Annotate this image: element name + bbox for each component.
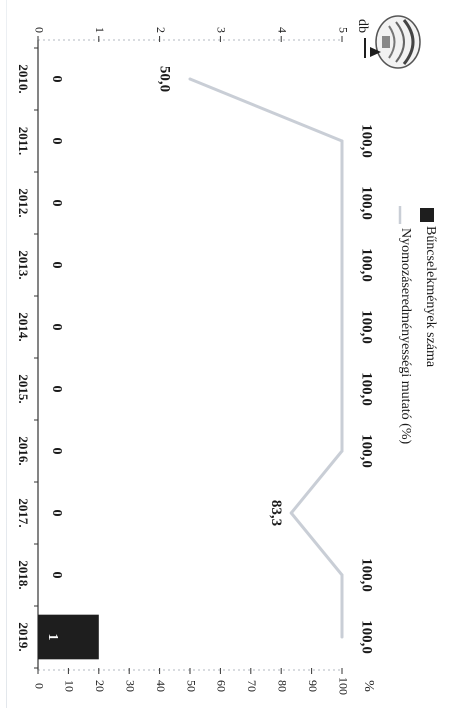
db-tick-label: 3 bbox=[215, 27, 229, 33]
bar-data-label: 0 bbox=[49, 510, 64, 517]
data-labels-group: 0 0 0 0 0 0 0 0 0 1 50,0 100,0 100,0 100,0 100,0 100,0 1… bbox=[45, 66, 375, 654]
bar-data-label: 0 bbox=[49, 76, 64, 83]
percent-tick-label: 40 bbox=[154, 680, 168, 692]
legend-line-label: Nyomozáseredményességi mutató (%) bbox=[398, 228, 413, 444]
line-point bbox=[340, 449, 344, 453]
percent-tick-label: 30 bbox=[123, 680, 137, 692]
db-tick-label: 4 bbox=[275, 27, 289, 33]
line-series-group bbox=[188, 77, 344, 639]
line-point bbox=[340, 387, 344, 391]
line-point bbox=[340, 139, 344, 143]
percent-tick-label: 50 bbox=[184, 680, 198, 692]
line-data-label: 100,0 bbox=[359, 620, 375, 654]
legend: Bűncselekmények száma Nyomozáseredményes… bbox=[398, 206, 438, 444]
line-series-path bbox=[189, 77, 344, 637]
percent-tick-label: 60 bbox=[215, 680, 229, 692]
bar bbox=[38, 614, 99, 660]
bar-data-label: 0 bbox=[49, 448, 64, 455]
line-data-label: 100,0 bbox=[359, 124, 375, 158]
db-tick-label: 0 bbox=[32, 27, 46, 33]
bar-data-label: 0 bbox=[49, 138, 64, 145]
bar-data-label: 0 bbox=[49, 262, 64, 269]
percent-tick-label: 90 bbox=[306, 680, 320, 692]
line-data-label: 50,0 bbox=[157, 66, 173, 92]
bars-group bbox=[38, 614, 99, 660]
category-tick-label: 2010. bbox=[16, 64, 31, 93]
percent-tick-label: 80 bbox=[275, 680, 289, 692]
legend-bar-swatch bbox=[420, 208, 434, 222]
category-tick-label: 2019. bbox=[16, 622, 31, 651]
category-tick-label: 2015. bbox=[16, 374, 31, 403]
line-data-label: 100,0 bbox=[359, 558, 375, 592]
percent-tick-label: 70 bbox=[245, 680, 259, 692]
scan-edge-line bbox=[6, 0, 7, 708]
category-tick-label: 2016. bbox=[16, 436, 31, 465]
line-data-label: 100,0 bbox=[359, 434, 375, 468]
line-data-label: 100,0 bbox=[359, 248, 375, 282]
category-tick-label: 2018. bbox=[16, 560, 31, 589]
bar-data-label: 0 bbox=[49, 324, 64, 331]
line-point bbox=[340, 635, 344, 639]
category-tick-label: 2013. bbox=[16, 250, 31, 279]
legend-bar-label: Bűncselekmények száma bbox=[423, 226, 438, 368]
police-crest-logo bbox=[375, 15, 421, 69]
category-tick-label: 2014. bbox=[16, 312, 31, 341]
percent-tick-label: 10 bbox=[63, 680, 77, 692]
line-point bbox=[289, 511, 293, 515]
line-point bbox=[340, 325, 344, 329]
db-axis-label: db bbox=[355, 19, 370, 33]
line-data-label: 100,0 bbox=[359, 310, 375, 344]
db-tick-label: 5 bbox=[336, 27, 350, 33]
bar-data-label: 0 bbox=[49, 386, 64, 393]
line-point bbox=[340, 201, 344, 205]
category-tick-label: 2012. bbox=[16, 188, 31, 217]
percent-axis-label: % bbox=[361, 680, 376, 692]
percent-tick-label: 0 bbox=[32, 683, 46, 689]
line-point bbox=[340, 263, 344, 267]
line-point bbox=[188, 77, 192, 81]
db-tick-label: 1 bbox=[93, 27, 107, 33]
category-tick-label: 2017. bbox=[16, 498, 31, 527]
db-tick-label: 2 bbox=[154, 27, 168, 33]
line-data-label: 83,3 bbox=[268, 500, 284, 526]
bar-data-label: 1 bbox=[45, 634, 60, 641]
percent-tick-label: 100 bbox=[336, 677, 350, 695]
caret-down-icon bbox=[364, 38, 381, 58]
axes-group: 2010. 2011. 2012. 2013. 2014. 2015. 2016. 2017.… bbox=[16, 19, 376, 695]
line-data-label: 100,0 bbox=[359, 372, 375, 406]
line-point bbox=[340, 573, 344, 577]
line-data-label: 100,0 bbox=[359, 186, 375, 220]
bar-data-label: 0 bbox=[49, 572, 64, 579]
percent-tick-label: 20 bbox=[93, 680, 107, 692]
bar-data-label: 0 bbox=[49, 200, 64, 207]
category-tick-label: 2011. bbox=[16, 127, 31, 156]
